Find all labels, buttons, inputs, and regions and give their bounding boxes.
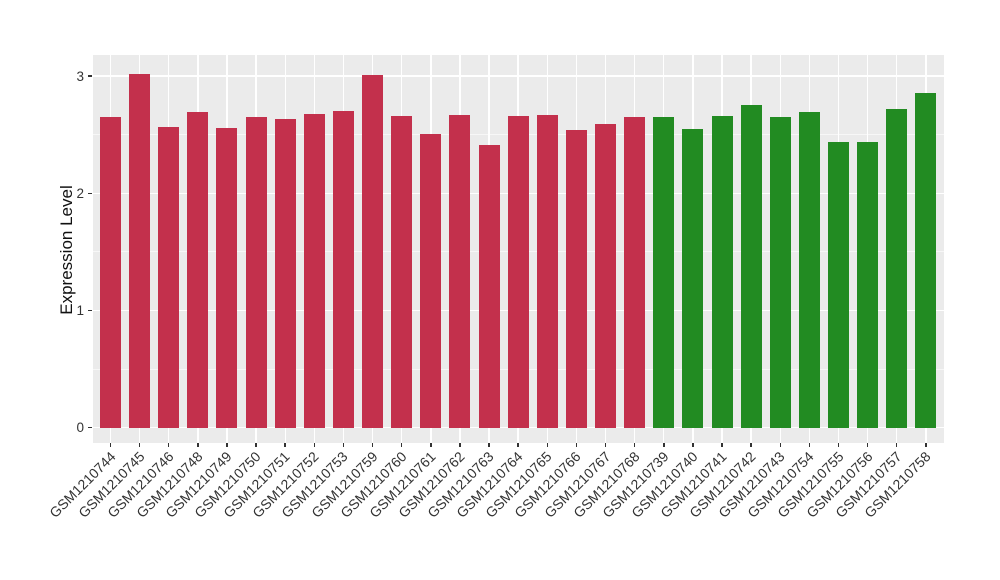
bar-GSM1210739 — [653, 117, 675, 428]
bar-GSM1210754 — [798, 112, 820, 428]
x-tick — [430, 443, 432, 447]
x-tick — [313, 443, 316, 447]
bar-GSM1210766 — [565, 130, 587, 428]
bar-GSM1210753 — [332, 111, 354, 428]
x-tick — [721, 443, 723, 447]
bar-GSM1210749 — [216, 127, 238, 428]
y-tick — [88, 309, 92, 312]
bar-GSM1210765 — [536, 114, 558, 428]
x-tick — [138, 443, 141, 447]
bar-GSM1210742 — [740, 105, 762, 428]
x-tick — [925, 443, 927, 447]
y-tick-label: 3 — [76, 68, 84, 84]
bar-GSM1210759 — [362, 74, 384, 428]
x-tick — [400, 443, 403, 447]
x-tick — [459, 443, 461, 447]
x-tick — [750, 443, 752, 447]
bar-GSM1210761 — [420, 133, 442, 428]
y-axis-title: Expression Level — [57, 185, 76, 315]
bar-GSM1210764 — [507, 115, 529, 428]
x-tick — [371, 443, 374, 447]
y-tick-label: 1 — [76, 303, 84, 318]
x-tick — [837, 443, 840, 447]
bar-GSM1210745 — [129, 73, 151, 428]
x-tick — [488, 443, 490, 447]
bar-GSM1210756 — [857, 141, 879, 428]
x-tick — [633, 443, 636, 447]
y-tick — [88, 75, 92, 77]
x-tick — [197, 443, 199, 447]
plot-panel — [93, 55, 944, 443]
bar-GSM1210758 — [915, 92, 937, 428]
x-tick — [895, 443, 898, 447]
bar-GSM1210744 — [100, 117, 121, 428]
bar-GSM1210741 — [711, 115, 733, 428]
x-tick — [692, 443, 694, 447]
x-tick — [226, 443, 228, 447]
y-tick — [88, 426, 92, 429]
x-tick — [866, 443, 869, 447]
x-tick — [808, 443, 811, 447]
x-tick — [517, 443, 519, 447]
y-tick-label: 0 — [76, 420, 84, 436]
bar-GSM1210751 — [274, 119, 296, 428]
bar-GSM1210752 — [303, 113, 325, 428]
x-tick — [779, 443, 781, 447]
bar-GSM1210757 — [886, 108, 908, 428]
bar-GSM1210748 — [187, 112, 209, 428]
bar-GSM1210746 — [158, 126, 180, 428]
x-tick — [342, 443, 345, 447]
bar-GSM1210767 — [595, 124, 617, 428]
bar-GSM1210743 — [769, 117, 791, 428]
y-tick-label: 2 — [76, 185, 84, 201]
x-tick — [255, 443, 257, 447]
x-tick — [575, 443, 578, 447]
bar-GSM1210750 — [245, 117, 267, 428]
x-tick — [546, 443, 549, 447]
x-tick — [604, 443, 607, 447]
x-tick — [109, 443, 112, 447]
y-tick — [88, 192, 92, 195]
bar-GSM1210760 — [391, 115, 413, 428]
bar-GSM1210762 — [449, 114, 471, 428]
bar-GSM1210768 — [624, 117, 646, 428]
bar-GSM1210763 — [478, 145, 500, 428]
x-tick — [284, 443, 286, 447]
bar-GSM1210755 — [828, 141, 849, 428]
bar-GSM1210740 — [682, 128, 704, 428]
x-tick — [663, 443, 665, 447]
x-tick — [167, 443, 170, 447]
